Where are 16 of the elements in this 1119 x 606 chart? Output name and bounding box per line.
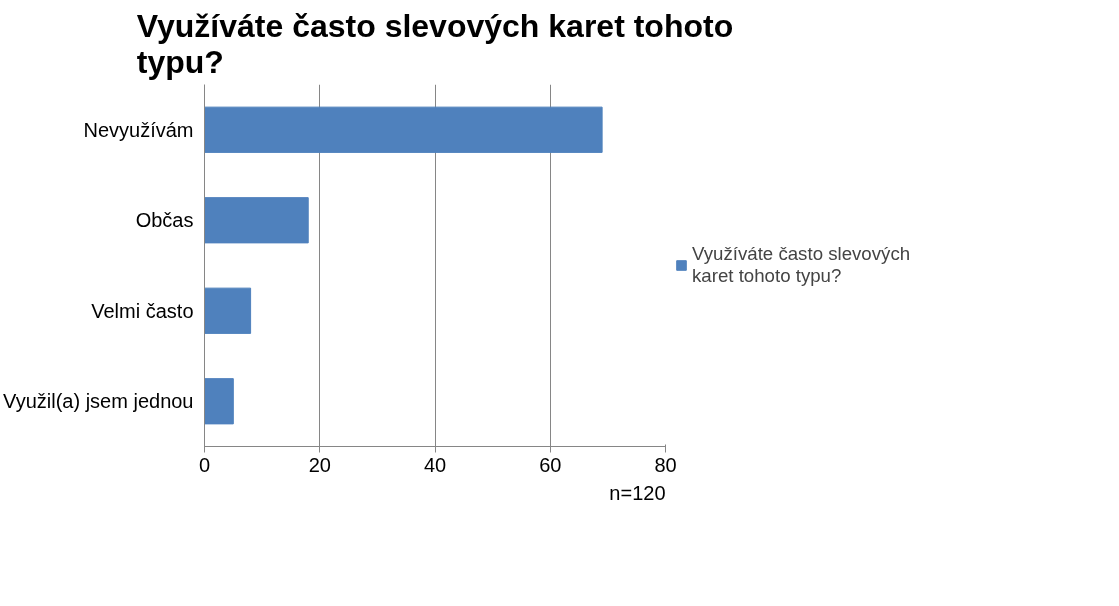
bar [204, 197, 309, 244]
legend-label: Využíváte často slevových karet tohoto typu? [692, 243, 911, 287]
text: n=120 [609, 481, 666, 504]
bar [204, 287, 252, 334]
x-tick-label: 60 [539, 453, 562, 476]
y-tick-label: Občas [135, 209, 194, 232]
x-tick-label: 20 [308, 453, 331, 476]
bar [204, 106, 603, 153]
bar [204, 378, 234, 425]
chart-title: Využíváte často slevových karet tohoto typu? [136, 7, 734, 80]
y-tick-label: Velmi často [91, 299, 194, 322]
y-tick-label: Využil(a) jsem jednou [3, 390, 194, 413]
y-tick-label: Nevyužívám [83, 118, 194, 141]
x-tick-label: 0 [198, 453, 211, 476]
x-tick-label: 80 [654, 453, 677, 476]
x-tick-label: 40 [423, 453, 447, 476]
